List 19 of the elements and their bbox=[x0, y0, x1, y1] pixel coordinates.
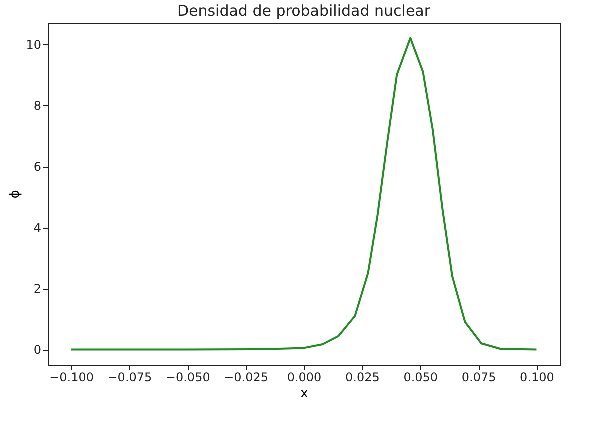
x-tick-label: −0.050 bbox=[166, 370, 210, 384]
y-tick-label: 4 bbox=[34, 221, 42, 236]
y-tick-label: 2 bbox=[34, 282, 42, 296]
x-tick-label: 0.075 bbox=[462, 370, 496, 384]
x-tick-label: −0.025 bbox=[224, 370, 269, 384]
y-tick-label: 0 bbox=[34, 343, 42, 358]
x-tick-label: 0.000 bbox=[287, 370, 322, 384]
x-axis-title: x bbox=[300, 386, 309, 402]
y-axis-title: ϕ bbox=[8, 190, 24, 199]
line-series bbox=[70, 37, 538, 351]
x-tick-label: 0.025 bbox=[346, 370, 380, 384]
y-tick-label: 10 bbox=[26, 38, 42, 52]
chart-title: Densidad de probabilidad nuclear bbox=[177, 2, 432, 20]
x-tick-label: 0.100 bbox=[520, 370, 554, 384]
x-tick-label: −0.075 bbox=[108, 370, 152, 384]
y-tick-label: 8 bbox=[34, 98, 42, 113]
x-tick-label: −0.100 bbox=[50, 370, 94, 384]
y-tick-label: 6 bbox=[34, 160, 42, 174]
x-tick-label: 0.050 bbox=[404, 370, 438, 384]
